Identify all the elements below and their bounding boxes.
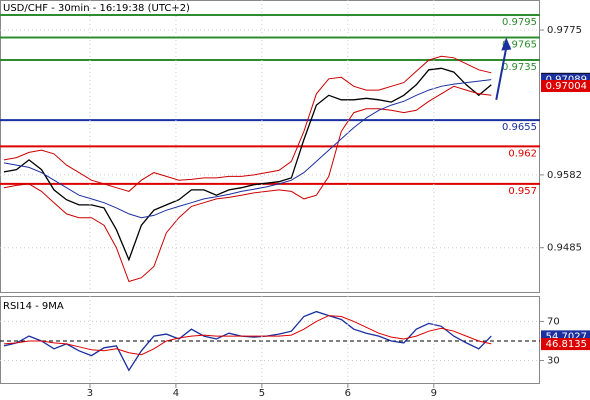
series-line	[3, 55, 492, 192]
x-tick-label: 4	[173, 388, 179, 399]
forecast-arrow	[495, 47, 508, 101]
price-marker-label: 46.8135	[546, 339, 587, 350]
y-tick-label: 30	[547, 356, 560, 367]
level-label: 0.9765	[502, 40, 537, 51]
x-tick-label: 6	[345, 388, 351, 399]
price-marker	[541, 80, 590, 93]
level-label: 0.9655	[502, 122, 537, 133]
x-tick-label: 5	[259, 388, 265, 399]
rsi-panel	[0, 296, 540, 384]
level-label: 0.9795	[502, 17, 537, 28]
y-tick-label: 0.9582	[547, 170, 582, 181]
level-label: 0.962	[508, 148, 537, 159]
series-line	[3, 315, 492, 356]
y-tick-label: 0.9485	[547, 243, 582, 254]
level-label: 0.9735	[502, 62, 537, 73]
arrow-head	[501, 37, 512, 51]
series-line	[3, 85, 492, 283]
x-tick-label: 9	[431, 388, 437, 399]
series-line	[3, 79, 492, 219]
rsi-title: RSI14 - 9MA	[3, 301, 64, 312]
level-label: 0.957	[508, 186, 537, 197]
y-tick-label: 0.9775	[547, 25, 582, 36]
y-tick-label: 70	[547, 316, 560, 327]
price-marker-label: 0.97004	[546, 81, 587, 92]
price-marker-label: 54.7027	[546, 331, 587, 342]
series-line	[3, 67, 492, 262]
price-marker	[541, 338, 590, 351]
chart-title: USD/CHF - 30min - 16:19:38 (UTC+2)	[3, 3, 190, 14]
x-tick-label: 3	[87, 388, 93, 399]
